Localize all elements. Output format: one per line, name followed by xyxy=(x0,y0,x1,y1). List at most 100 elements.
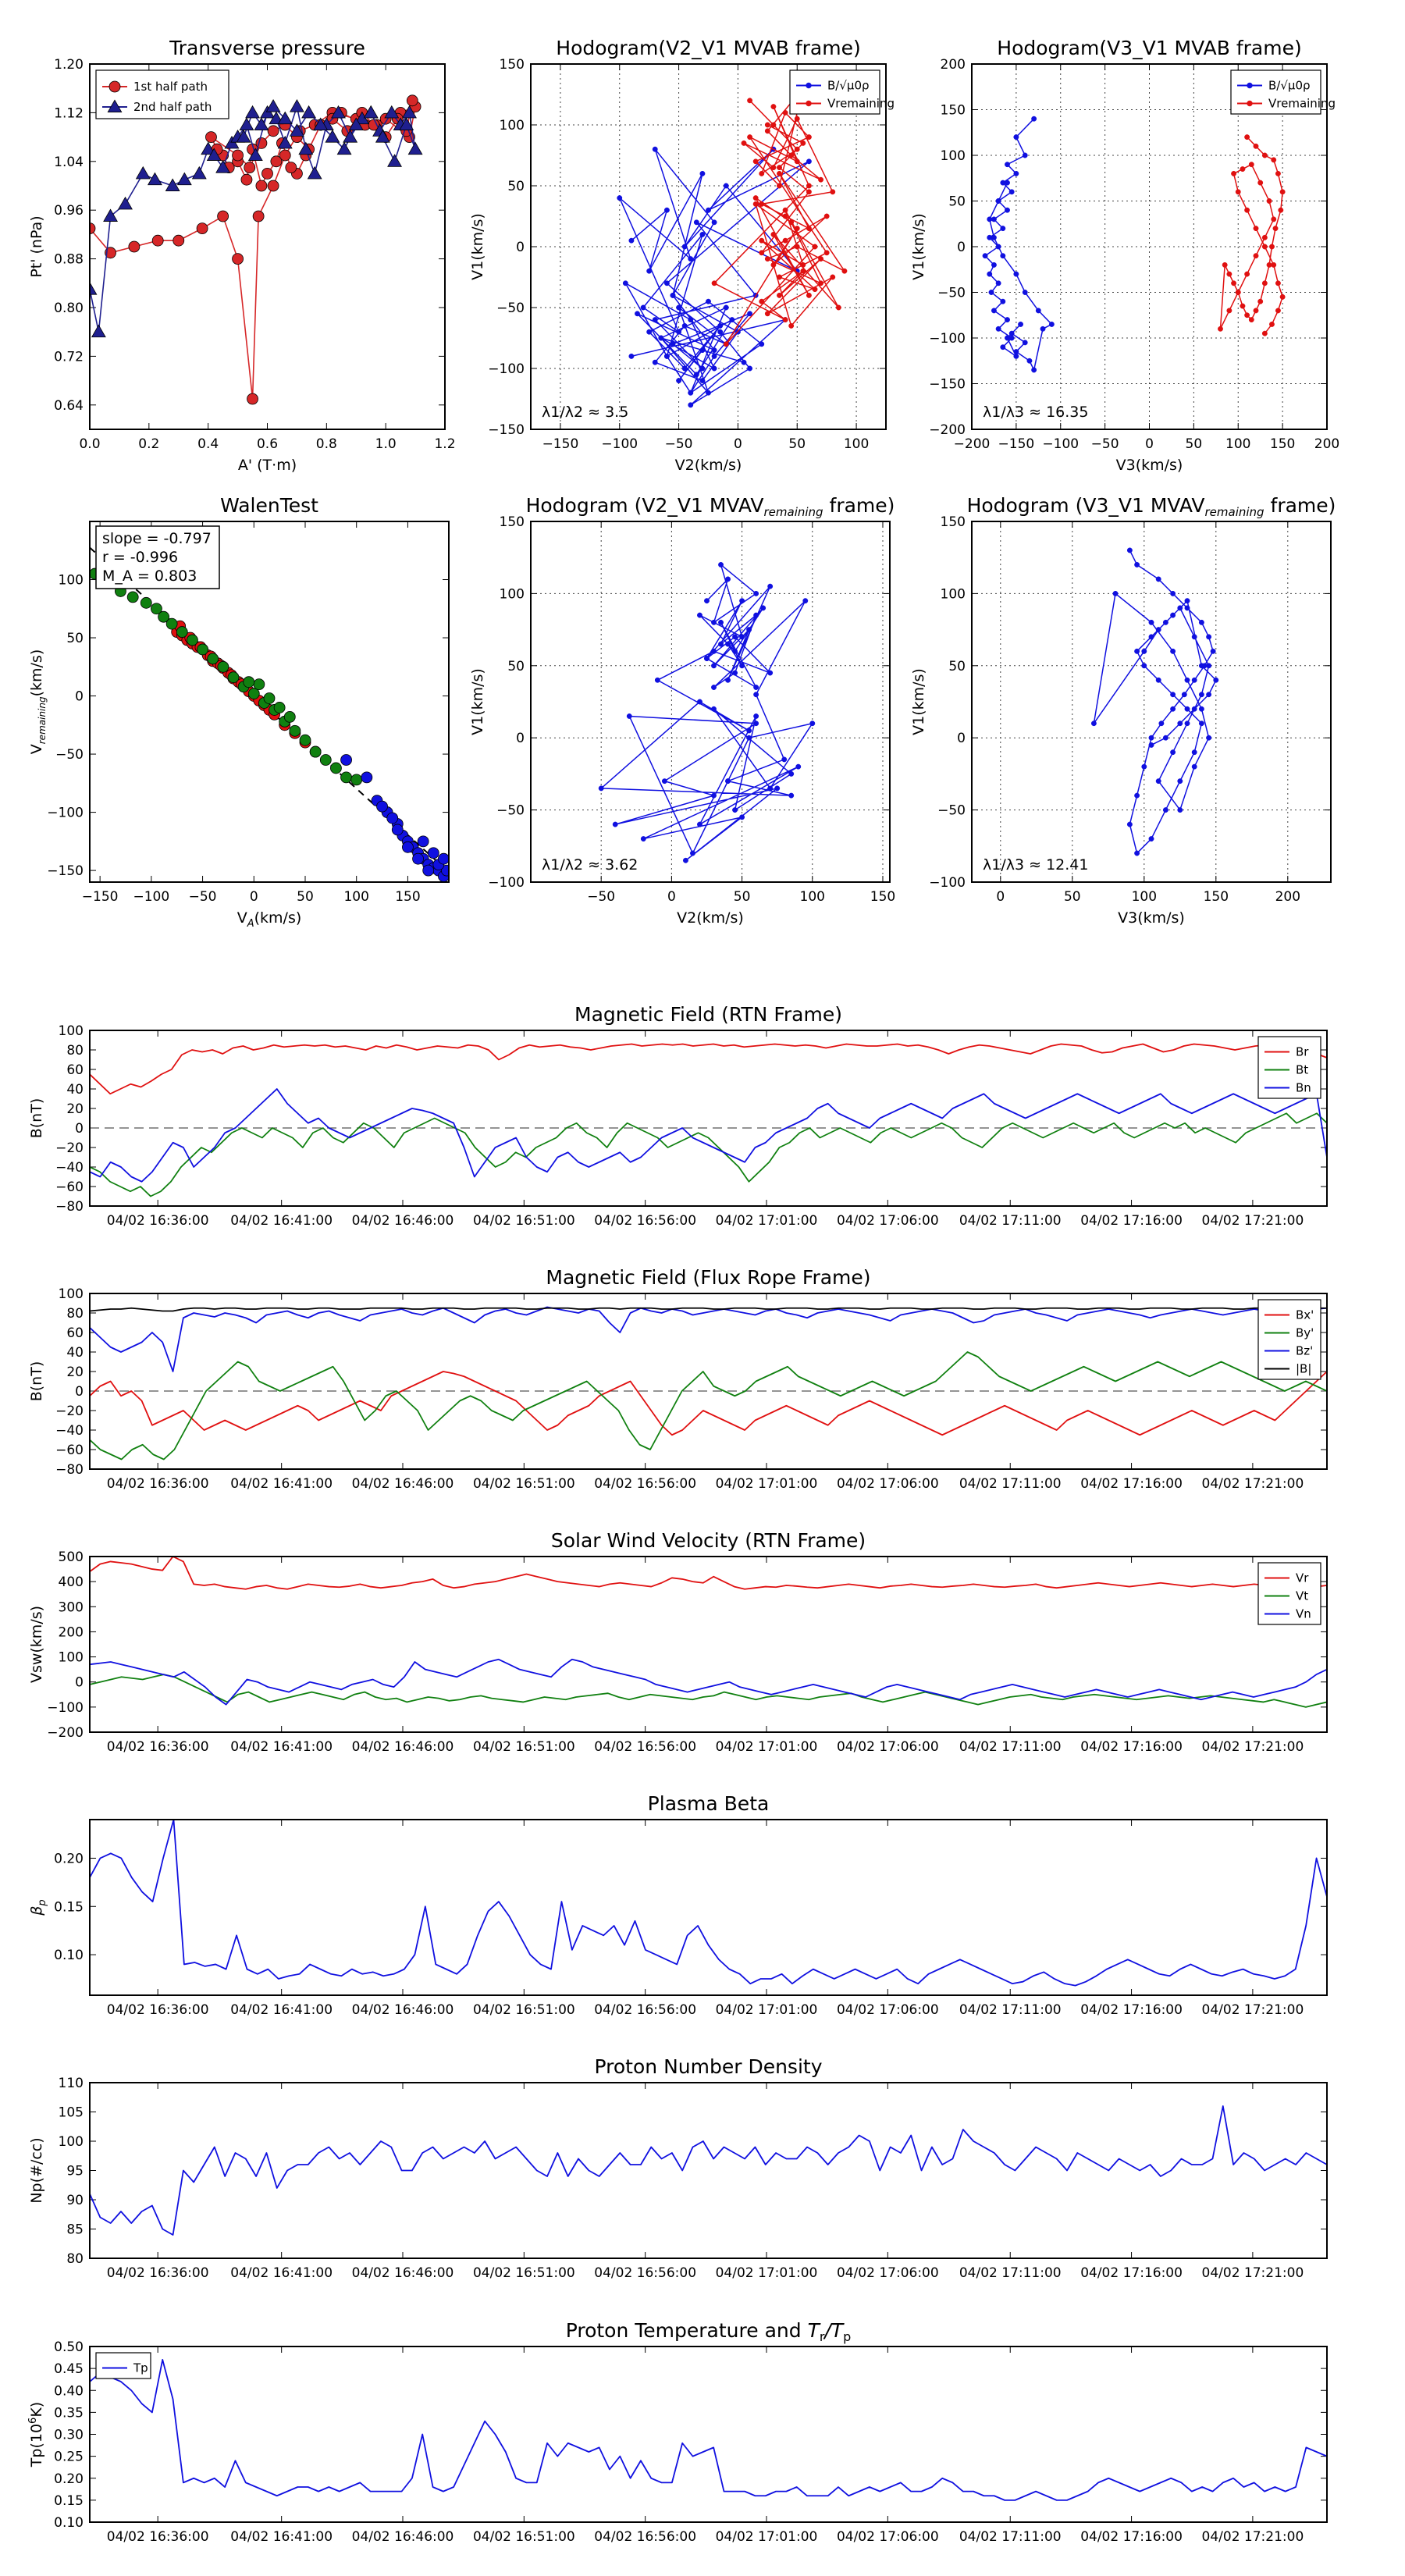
x-tick-label: −150 xyxy=(998,436,1035,452)
data-point xyxy=(800,268,806,274)
x-tick-label: 100 xyxy=(800,889,825,905)
data-point xyxy=(711,685,717,690)
data-point xyxy=(711,648,717,654)
data-point xyxy=(1206,735,1212,741)
data-point xyxy=(1148,619,1154,625)
x-tick-label: 04/02 16:56:00 xyxy=(594,2002,696,2018)
data-point xyxy=(1261,280,1268,286)
y-tick-label: −80 xyxy=(55,1462,84,1478)
x-axis-label: V2(km/s) xyxy=(675,457,742,474)
data-point xyxy=(1134,561,1140,568)
data-point xyxy=(782,237,788,244)
data-point xyxy=(688,256,694,262)
data-point xyxy=(676,378,682,384)
data-point xyxy=(995,198,1001,204)
data-point xyxy=(1231,170,1237,176)
data-point xyxy=(1112,590,1119,596)
data-point xyxy=(732,648,738,654)
data-point xyxy=(646,329,653,335)
series-0 xyxy=(1090,547,1219,856)
y-axis-label: Vsw(km/s) xyxy=(28,1606,45,1683)
data-point xyxy=(313,117,329,130)
x-tick-label: 50 xyxy=(734,889,751,905)
legend-label: Vremaining xyxy=(1268,97,1336,111)
axes-frame xyxy=(89,63,446,430)
data-point xyxy=(1148,836,1154,842)
data-point xyxy=(1177,605,1183,611)
series-by- xyxy=(90,1351,1327,1461)
data-point xyxy=(794,116,800,122)
series-bn xyxy=(90,1088,1327,1183)
data-point xyxy=(987,271,993,277)
chart-title: Hodogram(V3_V1 MVAB frame) xyxy=(997,37,1301,59)
data-point xyxy=(699,231,706,237)
x-tick-label: 04/02 17:06:00 xyxy=(837,1476,939,1492)
data-point xyxy=(1000,253,1006,259)
y-tick-label: 0 xyxy=(957,731,966,746)
data-point xyxy=(693,372,699,378)
x-tick-label: 50 xyxy=(1064,889,1081,905)
data-point xyxy=(646,268,653,274)
x-tick-label: 04/02 16:36:00 xyxy=(107,2002,209,2018)
data-point xyxy=(90,282,98,295)
data-point xyxy=(187,634,198,646)
data-point xyxy=(1155,677,1161,683)
data-point xyxy=(628,353,635,359)
y-tick-label: 110 xyxy=(59,2076,84,2091)
plot-area xyxy=(90,2105,1327,2236)
y-tick-label: 100 xyxy=(59,1286,84,1302)
series-0 xyxy=(90,2105,1327,2236)
chart-p9: Plasma Beta 0.10 0.15 0.20 04/02 16:36:00 04/… xyxy=(28,1792,1328,2018)
chart-p11: Proton Temperature and Tr/Tp 0.10 0.15 0.20… xyxy=(27,2319,1328,2545)
chart-p3: WalenTest −150 −100 −50 0 50 100 −150 −100 −50 0 50… xyxy=(28,494,450,930)
y-axis-label: Tp(106K) xyxy=(27,2402,45,2467)
data-point xyxy=(788,219,795,226)
x-tick-label: 04/02 16:51:00 xyxy=(473,1739,575,1755)
data-point xyxy=(1134,792,1140,799)
x-tick-label: 04/02 17:11:00 xyxy=(959,2265,1062,2281)
x-tick-label: 04/02 16:56:00 xyxy=(594,2529,696,2545)
data-point xyxy=(617,195,623,201)
x-tick-label: 04/02 17:01:00 xyxy=(716,2265,818,2281)
data-point xyxy=(247,393,258,405)
series-line xyxy=(90,1557,1327,1590)
data-point xyxy=(654,677,660,683)
data-point xyxy=(1031,116,1037,122)
legend-label: Bz' xyxy=(1296,1344,1313,1358)
axes-frame xyxy=(530,63,887,430)
y-tick-label: 0 xyxy=(75,689,84,705)
data-point xyxy=(90,222,96,234)
y-tick-label: 100 xyxy=(500,586,525,602)
y-tick-label: −100 xyxy=(488,361,525,377)
data-point xyxy=(331,105,346,119)
series-line xyxy=(90,1112,1327,1197)
data-point xyxy=(794,146,800,152)
data-point xyxy=(1248,317,1254,323)
data-point xyxy=(777,183,782,189)
data-point xyxy=(406,94,418,107)
data-point xyxy=(1261,152,1268,158)
y-axis-label: V1(km/s) xyxy=(469,668,486,735)
x-tick-label: 150 xyxy=(870,889,895,905)
x-tick-label: −100 xyxy=(133,889,170,905)
data-point xyxy=(391,824,404,836)
chart-p1: Hodogram(V2_V1 MVAB frame) −150 −100 −50 0 50… xyxy=(469,37,895,474)
data-point xyxy=(1022,290,1028,295)
data-point xyxy=(1031,367,1037,373)
data-point xyxy=(1231,280,1237,286)
x-tick-label: 200 xyxy=(1275,889,1300,905)
data-point xyxy=(626,713,632,719)
data-point xyxy=(770,231,777,237)
data-point xyxy=(289,123,304,137)
data-point xyxy=(1269,244,1275,250)
data-point xyxy=(1261,244,1268,250)
data-point xyxy=(739,598,745,604)
y-tick-label: −50 xyxy=(55,747,84,763)
y-tick-label: 0 xyxy=(75,1121,84,1137)
data-point xyxy=(1253,253,1259,259)
data-point xyxy=(1005,180,1010,186)
y-tick-label: 20 xyxy=(66,1364,84,1380)
y-tick-label: −50 xyxy=(937,803,966,819)
chart-title: Hodogram (V2_V1 MVAVremaining frame) xyxy=(526,494,895,519)
series-0 xyxy=(598,561,816,863)
